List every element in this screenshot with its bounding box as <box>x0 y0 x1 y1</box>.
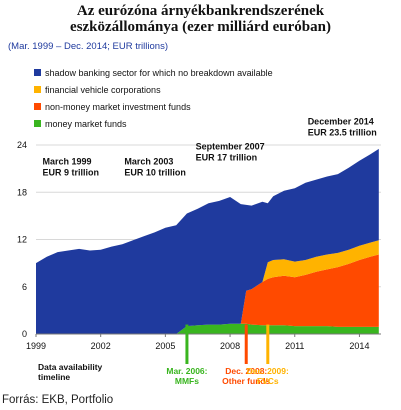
availability-marker-label: FVCs <box>257 376 279 386</box>
legend-label: money market funds <box>45 118 127 129</box>
availability-marker-label: Dec. 2009: <box>247 366 289 376</box>
annotation-text: March 1999 <box>42 157 91 167</box>
area-series <box>36 148 379 334</box>
source-note: Forrás: EKB, Portfolio <box>2 394 114 406</box>
annotation-text: EUR 9 trillion <box>42 168 99 178</box>
chart-subtitle: (Mar. 1999 – Dec. 2014; EUR trillions) <box>8 41 168 52</box>
y-tick-label: 24 <box>17 140 27 150</box>
legend-item: shadow banking sector for which no break… <box>34 64 273 81</box>
area-series <box>36 240 379 334</box>
availability-marker-label: Mar. 2006: <box>166 366 207 376</box>
legend-label: non-money market investment funds <box>45 101 191 112</box>
annotation-text: December 2014 <box>308 117 374 127</box>
title-line-1: Az eurózóna árnyékbankrendszerének <box>76 3 325 19</box>
x-tick-label: 2005 <box>155 341 175 351</box>
availability-marker <box>266 324 270 364</box>
legend-swatch <box>34 69 41 76</box>
area-series <box>36 254 379 334</box>
chart-title: Az eurózóna árnyékbankrendszerének eszkö… <box>0 3 401 35</box>
title-line-2: eszközállománya (ezer milliárd euróban) <box>70 19 331 35</box>
legend: shadow banking sector for which no break… <box>34 64 273 132</box>
legend-label: shadow banking sector for which no break… <box>45 67 273 78</box>
availability-marker-label: MMFs <box>175 376 199 386</box>
availability-marker <box>244 324 248 364</box>
annotation-text: EUR 23.5 trillion <box>308 128 377 138</box>
availability-label: Data availability <box>38 362 103 372</box>
area-series <box>36 323 379 334</box>
legend-swatch <box>34 103 41 110</box>
x-tick-label: 2002 <box>91 341 111 351</box>
annotation-text: EUR 17 trillion <box>196 153 258 163</box>
annotation-text: March 2003 <box>124 157 173 167</box>
legend-item: money market funds <box>34 115 273 132</box>
availability-label: timeline <box>38 372 70 382</box>
availability-marker-label: Other funds <box>222 376 270 386</box>
legend-swatch <box>34 120 41 127</box>
legend-item: financial vehicle corporations <box>34 81 273 98</box>
annotation-text: EUR 10 trillion <box>124 168 186 178</box>
availability-marker-label: Dec. 2008: <box>225 366 267 376</box>
legend-label: financial vehicle corporations <box>45 84 161 95</box>
y-tick-label: 18 <box>17 187 27 197</box>
x-tick-label: 2008 <box>220 341 240 351</box>
x-tick-label: 2014 <box>349 341 369 351</box>
x-tick-label: 2011 <box>285 341 304 351</box>
y-tick-label: 12 <box>17 235 27 245</box>
legend-item: non-money market investment funds <box>34 98 273 115</box>
y-tick-label: 6 <box>22 282 27 292</box>
annotation-text: September 2007 <box>196 142 265 152</box>
y-tick-label: 0 <box>22 329 27 339</box>
legend-swatch <box>34 86 41 93</box>
availability-marker <box>185 324 189 364</box>
x-tick-label: 1999 <box>26 341 46 351</box>
